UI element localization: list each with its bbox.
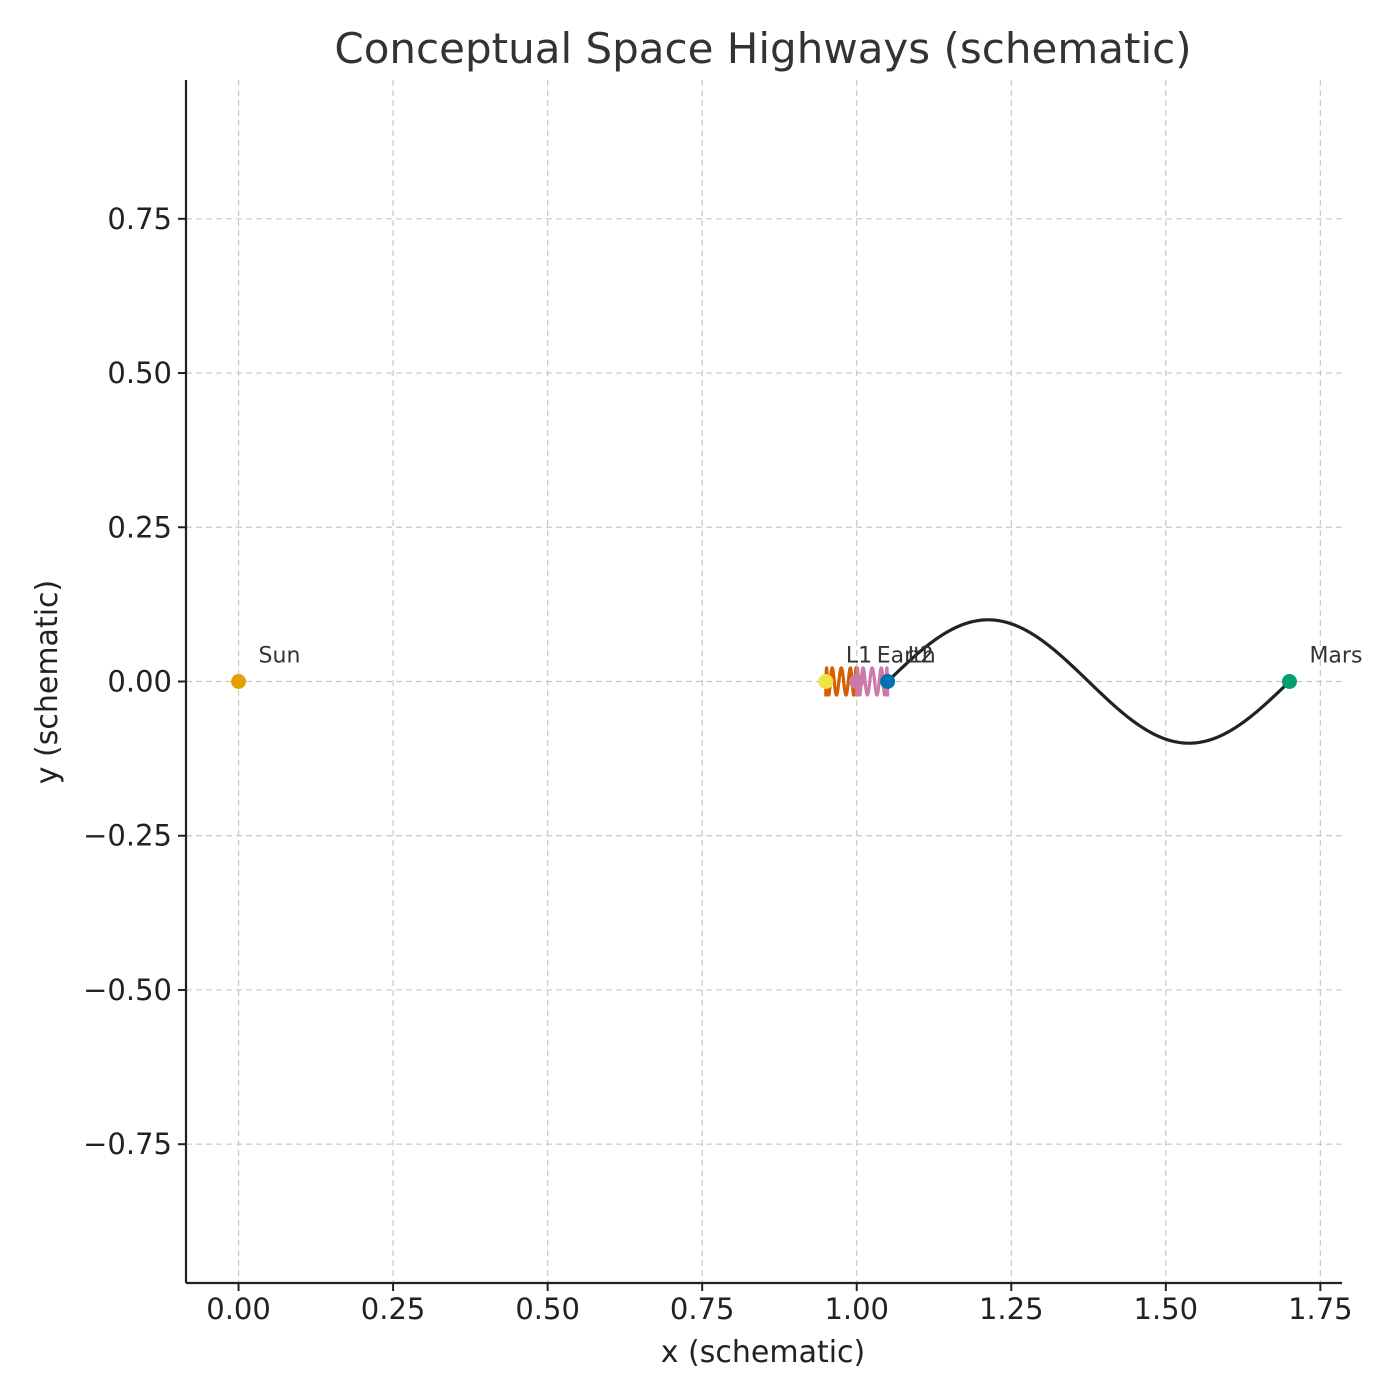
x-tick-label: 0.75 — [670, 1292, 735, 1326]
grid — [186, 80, 1342, 1283]
y-tick-label: −0.75 — [83, 1127, 172, 1161]
chart-title: Conceptual Space Highways (schematic) — [334, 24, 1191, 73]
point-mars — [1281, 674, 1297, 689]
y-tick-label: 0.00 — [107, 665, 172, 699]
point-l2 — [880, 674, 896, 689]
y-ticks: 0.75 0.50 0.25 0.00 −0.25 −0.50 −0.75 — [83, 202, 186, 1161]
y-tick-label: 0.25 — [107, 510, 172, 544]
annotation-sun: Sun — [259, 644, 301, 669]
annotation-l1: L1 — [846, 644, 872, 669]
x-tick-label: 0.25 — [361, 1292, 426, 1326]
annotation-l2: L2 — [908, 644, 934, 669]
x-ticks: 0.00 0.25 0.50 0.75 1.00 1.25 1.50 1.75 — [206, 1283, 1353, 1326]
x-tick-label: 1.25 — [979, 1292, 1044, 1326]
x-tick-label: 0.50 — [515, 1292, 580, 1326]
y-axis-label: y (schematic) — [30, 580, 65, 785]
y-tick-label: −0.50 — [83, 973, 172, 1007]
annotation-earth: Earth — [877, 644, 936, 669]
annotation-mars: Mars — [1309, 644, 1362, 669]
y-tick-label: 0.75 — [107, 202, 172, 236]
x-tick-label: 1.50 — [1134, 1292, 1199, 1326]
x-tick-label: 1.00 — [824, 1292, 889, 1326]
y-tick-label: −0.25 — [83, 819, 172, 853]
transfer-trajectory-line — [886, 618, 1291, 745]
point-sun — [231, 674, 247, 689]
point-l1 — [818, 674, 834, 689]
points-layer — [231, 674, 1297, 689]
point-earth — [849, 674, 865, 689]
x-tick-label: 0.00 — [206, 1292, 271, 1326]
x-tick-label: 1.75 — [1288, 1292, 1353, 1326]
y-tick-label: 0.50 — [107, 356, 172, 390]
x-axis-label: x (schematic) — [661, 1335, 866, 1370]
